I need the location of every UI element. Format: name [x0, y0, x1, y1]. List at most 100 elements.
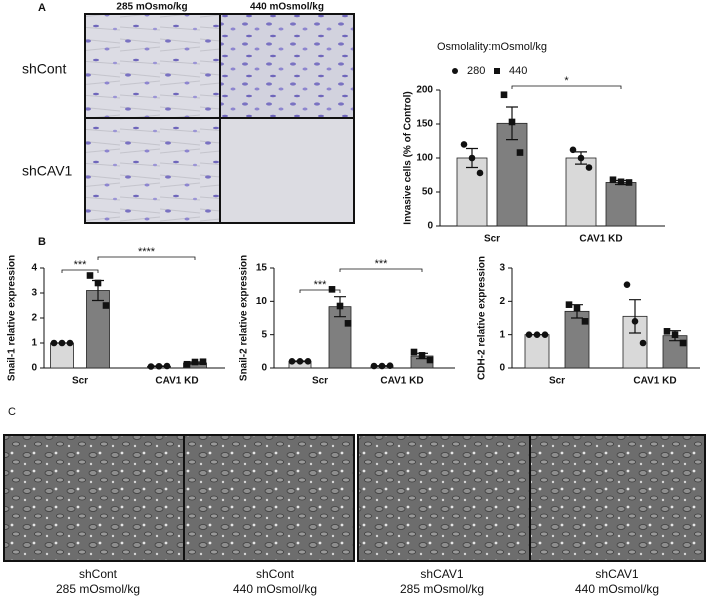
y-tick-label: 15: [256, 263, 268, 274]
row-label: shCont: [22, 61, 66, 77]
data-point: [671, 331, 679, 338]
data-point: [569, 146, 577, 154]
significance-bracket: [511, 85, 622, 89]
y-tick-label: 3: [31, 288, 37, 299]
image-caption: 440 mOsmol/kg: [233, 582, 317, 596]
data-point: [410, 348, 418, 356]
y-tick-label: 100: [416, 153, 433, 164]
data-point: [58, 339, 66, 347]
bar: [456, 157, 488, 227]
significance-label: *: [564, 75, 569, 87]
data-point: [508, 118, 516, 126]
invasion-images: [84, 13, 355, 224]
data-point: [631, 318, 639, 325]
significance-bracket: [61, 269, 99, 273]
x-tick-label: CAV1 KD: [579, 234, 622, 245]
bar: [524, 334, 550, 369]
y-tick-label: 0: [427, 221, 433, 232]
data-point: [191, 358, 199, 366]
bar: [605, 182, 637, 227]
y-tick-label: 1: [499, 329, 505, 340]
y-axis-label: Snail-2 relative expression: [239, 255, 250, 381]
data-point: [525, 331, 533, 338]
data-point: [50, 339, 58, 347]
data-point: [418, 352, 426, 359]
x-tick-label: Scr: [312, 376, 328, 387]
y-tick-label: 0: [499, 363, 505, 374]
data-point: [344, 320, 352, 327]
image-caption: shCAV1: [420, 567, 463, 581]
data-point: [460, 141, 468, 148]
data-point: [639, 339, 647, 347]
significance-bracket: [97, 256, 196, 260]
y-tick-label: 10: [256, 296, 268, 307]
legend-marker: [494, 68, 500, 74]
y-tick-label: 1: [31, 338, 37, 349]
y-tick-label: 150: [416, 119, 433, 130]
micrograph: [85, 118, 220, 223]
y-tick-label: 200: [416, 85, 433, 96]
data-point: [426, 356, 434, 364]
data-point: [565, 301, 573, 308]
image-caption: shCont: [256, 567, 295, 581]
micrograph: [183, 434, 355, 562]
significance-bracket: [339, 268, 423, 272]
column-header: 285 mOsmo/kg: [116, 2, 187, 13]
micrograph: [220, 118, 354, 223]
micrograph: [220, 14, 354, 118]
data-point: [581, 318, 589, 325]
data-point: [86, 272, 94, 279]
y-tick-label: 50: [422, 187, 434, 198]
micrograph: [529, 434, 706, 562]
error-bar: [629, 299, 641, 334]
x-tick-label: Scr: [484, 234, 500, 245]
data-point: [199, 358, 207, 366]
data-point: [102, 302, 110, 309]
data-point: [679, 339, 687, 347]
legend-label: 280: [467, 65, 485, 77]
data-point: [288, 358, 296, 365]
data-point: [533, 331, 541, 338]
significance-label: ***: [375, 258, 389, 270]
x-tick-label: Scr: [72, 376, 88, 387]
image-caption: 285 mOsmol/kg: [56, 582, 140, 596]
data-point: [94, 279, 102, 287]
legend-label: 440: [509, 65, 527, 77]
data-point: [370, 362, 378, 370]
data-point: [541, 331, 549, 338]
image-caption: shCAV1: [595, 567, 638, 581]
micrograph: [85, 14, 220, 118]
legend-title: Osmolality:mOsmol/kg: [437, 41, 547, 53]
y-tick-label: 4: [31, 263, 37, 274]
image-caption: 285 mOsmol/kg: [400, 582, 484, 596]
y-axis-label: Invasive cells (% of Control): [403, 91, 414, 224]
data-point: [516, 149, 524, 156]
bar: [86, 290, 110, 369]
column-header: 440 mOsmol/kg: [250, 2, 324, 13]
data-point: [147, 363, 155, 370]
y-axis-label: Snail-1 relative expression: [7, 255, 18, 381]
significance-label: ****: [138, 246, 156, 258]
significance-label: ***: [74, 259, 88, 271]
data-point: [163, 362, 171, 370]
data-point: [296, 358, 304, 365]
data-point: [304, 358, 312, 365]
y-tick-label: 0: [261, 363, 267, 374]
y-tick-label: 0: [31, 363, 37, 374]
y-tick-label: 2: [31, 313, 37, 324]
y-axis-label: CDH-2 relative expression: [477, 256, 488, 380]
significance-bracket: [299, 289, 341, 293]
data-point: [617, 178, 625, 186]
data-point: [66, 339, 74, 347]
y-tick-label: 3: [499, 263, 505, 274]
data-point: [476, 169, 484, 177]
y-tick-label: 2: [499, 296, 505, 307]
legend-marker: [452, 68, 458, 74]
y-tick-label: 5: [261, 329, 267, 340]
data-point: [155, 362, 163, 370]
panel-label: C: [8, 406, 16, 418]
x-tick-label: CAV1 KD: [155, 376, 198, 387]
row-label: shCAV1: [22, 163, 73, 179]
